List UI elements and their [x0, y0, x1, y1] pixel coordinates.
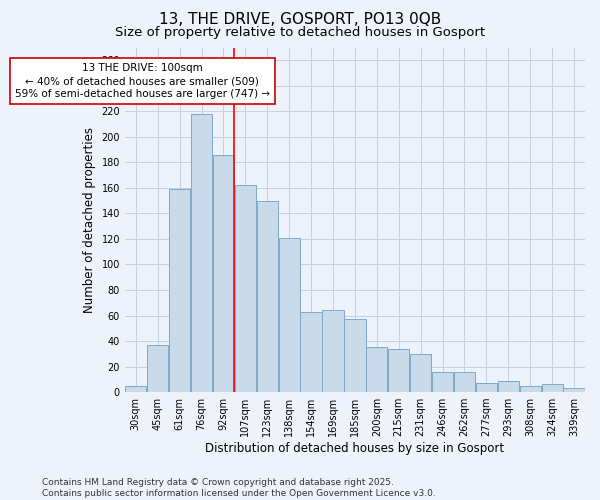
Bar	[542, 384, 563, 392]
Text: 13, THE DRIVE, GOSPORT, PO13 0QB: 13, THE DRIVE, GOSPORT, PO13 0QB	[159, 12, 441, 28]
Bar	[235, 186, 256, 392]
Bar	[432, 372, 453, 392]
Text: Contains HM Land Registry data © Crown copyright and database right 2025.
Contai: Contains HM Land Registry data © Crown c…	[42, 478, 436, 498]
Bar	[454, 372, 475, 392]
Bar	[257, 200, 278, 392]
Bar	[497, 380, 519, 392]
Bar	[322, 310, 344, 392]
Bar	[410, 354, 431, 392]
Y-axis label: Number of detached properties: Number of detached properties	[83, 127, 96, 313]
Bar	[301, 312, 322, 392]
Bar	[520, 386, 541, 392]
Text: Size of property relative to detached houses in Gosport: Size of property relative to detached ho…	[115, 26, 485, 39]
Bar	[213, 154, 234, 392]
Bar	[169, 189, 190, 392]
Bar	[147, 345, 169, 392]
Bar	[366, 348, 388, 392]
Text: 13 THE DRIVE: 100sqm
← 40% of detached houses are smaller (509)
59% of semi-deta: 13 THE DRIVE: 100sqm ← 40% of detached h…	[15, 63, 270, 99]
Bar	[476, 383, 497, 392]
Bar	[388, 348, 409, 392]
Bar	[344, 320, 365, 392]
Bar	[563, 388, 584, 392]
X-axis label: Distribution of detached houses by size in Gosport: Distribution of detached houses by size …	[205, 442, 505, 455]
Bar	[125, 386, 146, 392]
Bar	[278, 238, 300, 392]
Bar	[191, 114, 212, 392]
